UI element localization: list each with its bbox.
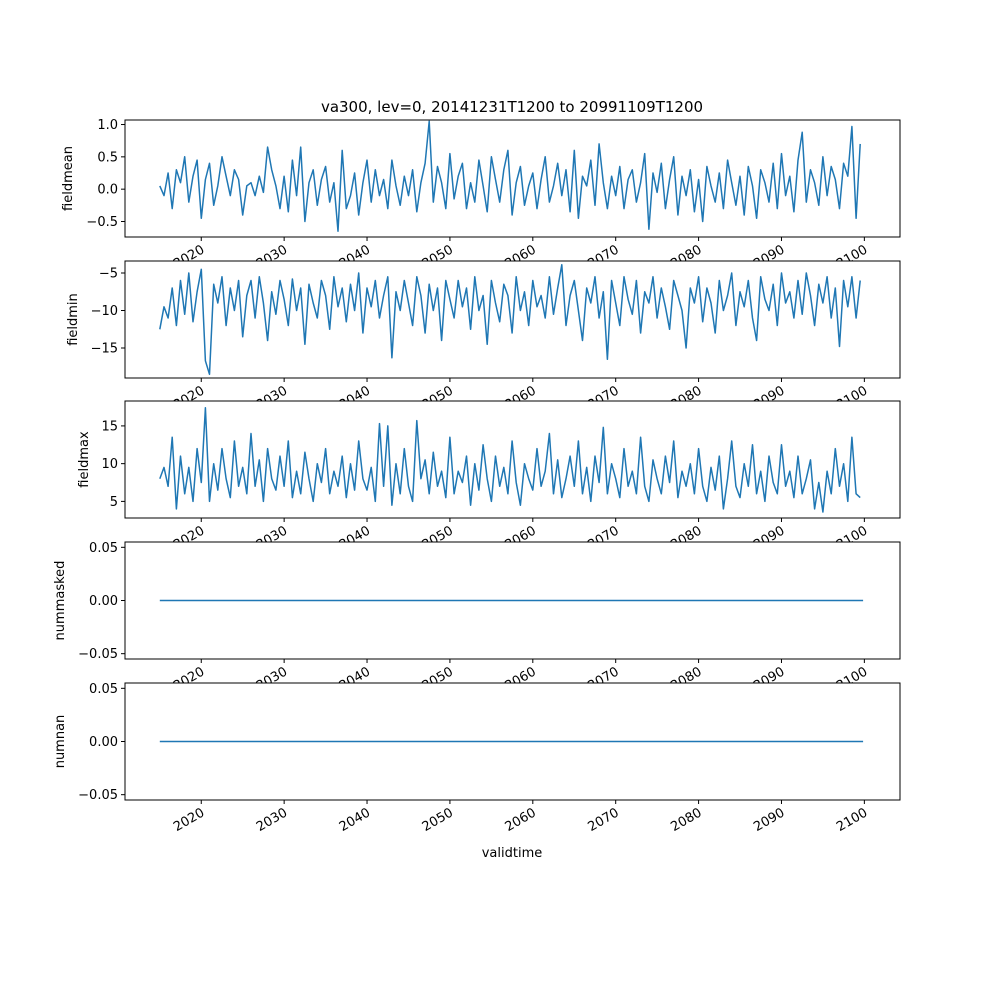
x-tick-label: 2060 (503, 805, 539, 835)
y-axis-label: nummasked (53, 561, 68, 641)
axes-frame (124, 119, 901, 238)
y-tick-label: −0.05 (78, 647, 118, 662)
y-tick-label: −5 (99, 267, 118, 282)
x-tick-label: 2100 (834, 805, 870, 835)
y-tick-label: −10 (91, 304, 118, 319)
y-tick-label: 0.05 (89, 541, 118, 556)
y-axis-label: fieldmean (61, 146, 76, 211)
y-tick-label: −0.5 (86, 215, 118, 230)
axes-frame (124, 260, 901, 379)
subplot-numnan: 0.05 0.00 −0.05 numnan 2020 2030 2040 2050 2060 2… (53, 682, 901, 835)
y-tick-label: 0.00 (89, 594, 118, 609)
y-tick-label: 5 (110, 495, 118, 510)
series-line-fieldmean (159, 120, 861, 232)
y-tick-label: 0.00 (89, 735, 118, 750)
y-tick-label: 1.0 (97, 118, 118, 133)
x-tick-label: 2030 (254, 805, 290, 835)
series-line-fieldmax (159, 407, 861, 513)
x-tick-label: 2080 (668, 805, 704, 835)
y-tick-label: 15 (101, 419, 118, 434)
y-tick-label: 0.5 (97, 150, 118, 165)
x-tick-label: 2020 (171, 805, 207, 835)
series-line-fieldmin (159, 264, 861, 376)
chart-title: va300, lev=0, 20141231T1200 to 20991109T… (321, 98, 703, 116)
x-tick-label: 2050 (420, 805, 456, 835)
axes-frame (124, 400, 901, 519)
y-tick-label: 0.0 (97, 183, 118, 198)
y-axis-label: fieldmax (77, 431, 92, 488)
y-tick-label: 0.05 (89, 682, 118, 697)
y-axis-label: numnan (53, 715, 68, 769)
x-axis-label: validtime (482, 846, 543, 861)
axes-background (125, 401, 900, 518)
y-tick-label: −15 (91, 342, 118, 357)
y-axis-label: fieldmin (66, 293, 81, 346)
x-tick-label: 2040 (337, 805, 373, 835)
x-tick-label: 2090 (751, 805, 787, 835)
x-tick-label: 2070 (586, 805, 622, 835)
y-tick-label: −0.05 (78, 788, 118, 803)
y-tick-label: 10 (101, 457, 118, 472)
